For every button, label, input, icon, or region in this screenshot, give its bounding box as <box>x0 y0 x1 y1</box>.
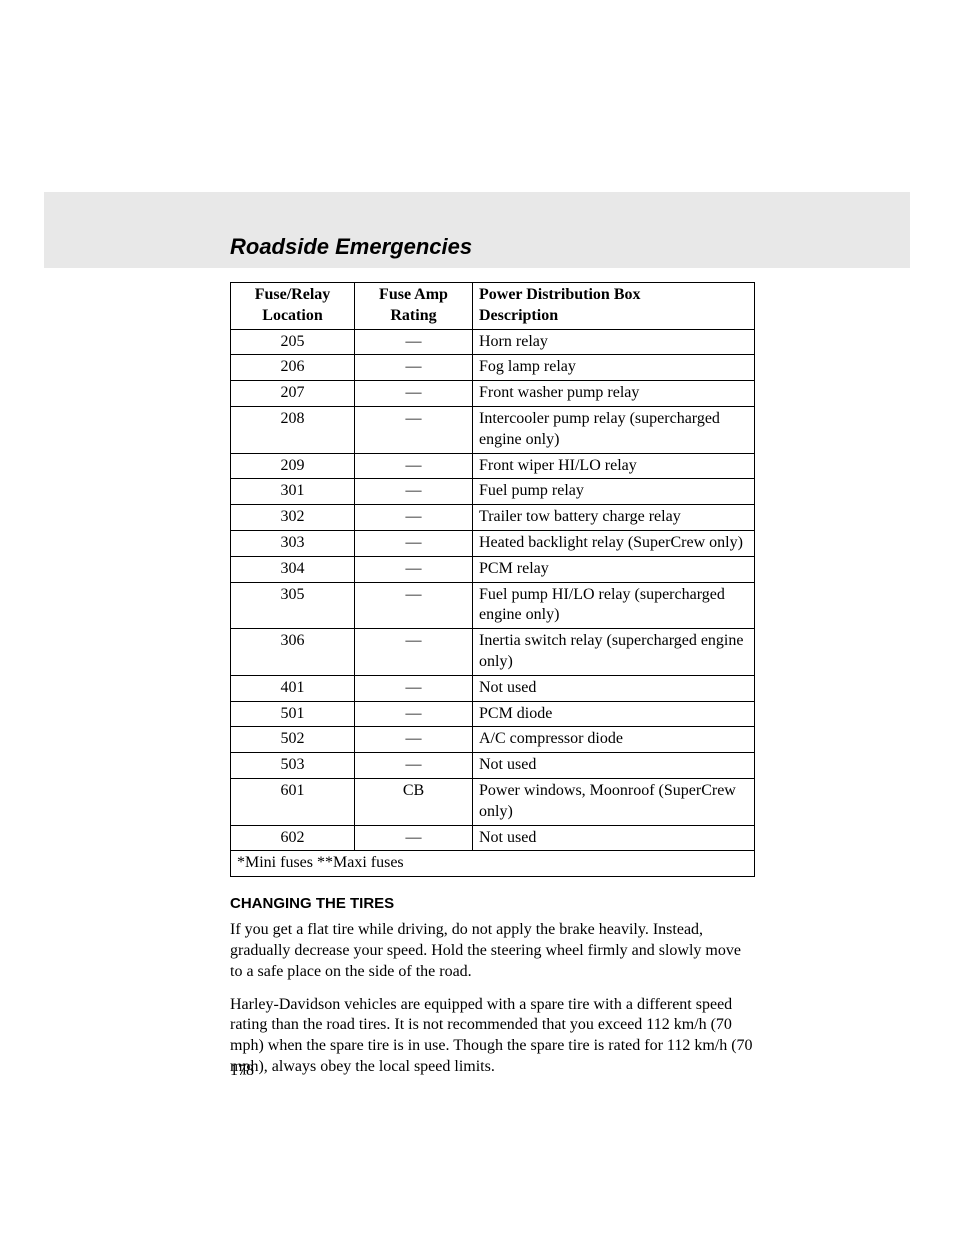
cell-amp: — <box>355 825 473 851</box>
body-paragraph: Harley-Davidson vehicles are equipped wi… <box>230 995 755 1078</box>
table-row: 306—Inertia switch relay (supercharged e… <box>231 629 755 676</box>
cell-description: Fuel pump HI/LO relay (supercharged engi… <box>473 582 755 629</box>
col-header-line: Power Distribution Box <box>479 286 640 303</box>
cell-description: Not used <box>473 675 755 701</box>
cell-amp: — <box>355 675 473 701</box>
table-row: 208—Intercooler pump relay (supercharged… <box>231 406 755 453</box>
table-row: 601CBPower windows, Moonroof (SuperCrew … <box>231 778 755 825</box>
table-row: 501—PCM diode <box>231 701 755 727</box>
cell-description: Front washer pump relay <box>473 381 755 407</box>
table-row: 305—Fuel pump HI/LO relay (supercharged … <box>231 582 755 629</box>
col-header-line: Description <box>479 307 558 324</box>
table-row: 602—Not used <box>231 825 755 851</box>
fuse-table: Fuse/Relay Location Fuse Amp Rating Powe… <box>230 282 755 877</box>
table-footnote: *Mini fuses **Maxi fuses <box>231 851 755 877</box>
col-header-amp: Fuse Amp Rating <box>355 283 473 330</box>
cell-location: 501 <box>231 701 355 727</box>
col-header-line: Fuse/Relay <box>255 286 331 303</box>
cell-description: Inertia switch relay (supercharged engin… <box>473 629 755 676</box>
col-header-line: Location <box>262 307 322 324</box>
table-header-row: Fuse/Relay Location Fuse Amp Rating Powe… <box>231 283 755 330</box>
cell-amp: — <box>355 329 473 355</box>
cell-amp: — <box>355 753 473 779</box>
cell-location: 304 <box>231 556 355 582</box>
cell-location: 209 <box>231 453 355 479</box>
cell-amp: — <box>355 505 473 531</box>
table-row: 502—A/C compressor diode <box>231 727 755 753</box>
cell-location: 601 <box>231 778 355 825</box>
cell-description: A/C compressor diode <box>473 727 755 753</box>
cell-amp: CB <box>355 778 473 825</box>
table-footnote-row: *Mini fuses **Maxi fuses <box>231 851 755 877</box>
col-header-description: Power Distribution Box Description <box>473 283 755 330</box>
col-header-line: Fuse Amp <box>379 286 448 303</box>
cell-location: 301 <box>231 479 355 505</box>
body-paragraph: If you get a flat tire while driving, do… <box>230 920 755 982</box>
cell-amp: — <box>355 582 473 629</box>
col-header-line: Rating <box>390 307 436 324</box>
section-heading: CHANGING THE TIRES <box>230 895 755 912</box>
cell-location: 302 <box>231 505 355 531</box>
table-row: 301—Fuel pump relay <box>231 479 755 505</box>
cell-location: 206 <box>231 355 355 381</box>
cell-description: Heated backlight relay (SuperCrew only) <box>473 530 755 556</box>
cell-amp: — <box>355 629 473 676</box>
cell-location: 303 <box>231 530 355 556</box>
cell-location: 503 <box>231 753 355 779</box>
cell-location: 602 <box>231 825 355 851</box>
header-band: Roadside Emergencies <box>44 192 910 268</box>
table-row: 503—Not used <box>231 753 755 779</box>
cell-location: 208 <box>231 406 355 453</box>
cell-amp: — <box>355 355 473 381</box>
cell-location: 306 <box>231 629 355 676</box>
table-row: 209—Front wiper HI/LO relay <box>231 453 755 479</box>
cell-description: Intercooler pump relay (supercharged eng… <box>473 406 755 453</box>
cell-location: 207 <box>231 381 355 407</box>
cell-amp: — <box>355 406 473 453</box>
cell-description: Fuel pump relay <box>473 479 755 505</box>
cell-description: PCM relay <box>473 556 755 582</box>
content-area: Fuse/Relay Location Fuse Amp Rating Powe… <box>230 282 755 1090</box>
page-number: 178 <box>230 1062 254 1080</box>
table-row: 205—Horn relay <box>231 329 755 355</box>
cell-description: Power windows, Moonroof (SuperCrew only) <box>473 778 755 825</box>
cell-amp: — <box>355 453 473 479</box>
cell-amp: — <box>355 727 473 753</box>
table-row: 207—Front washer pump relay <box>231 381 755 407</box>
cell-description: PCM diode <box>473 701 755 727</box>
table-row: 401—Not used <box>231 675 755 701</box>
cell-amp: — <box>355 381 473 407</box>
cell-description: Fog lamp relay <box>473 355 755 381</box>
cell-description: Front wiper HI/LO relay <box>473 453 755 479</box>
cell-location: 401 <box>231 675 355 701</box>
cell-location: 305 <box>231 582 355 629</box>
cell-location: 502 <box>231 727 355 753</box>
cell-description: Horn relay <box>473 329 755 355</box>
cell-amp: — <box>355 530 473 556</box>
cell-amp: — <box>355 479 473 505</box>
cell-description: Not used <box>473 825 755 851</box>
cell-amp: — <box>355 556 473 582</box>
table-row: 304—PCM relay <box>231 556 755 582</box>
table-row: 206—Fog lamp relay <box>231 355 755 381</box>
cell-amp: — <box>355 701 473 727</box>
cell-description: Trailer tow battery charge relay <box>473 505 755 531</box>
cell-description: Not used <box>473 753 755 779</box>
col-header-location: Fuse/Relay Location <box>231 283 355 330</box>
table-row: 303—Heated backlight relay (SuperCrew on… <box>231 530 755 556</box>
table-row: 302—Trailer tow battery charge relay <box>231 505 755 531</box>
page-title: Roadside Emergencies <box>230 234 910 260</box>
cell-location: 205 <box>231 329 355 355</box>
